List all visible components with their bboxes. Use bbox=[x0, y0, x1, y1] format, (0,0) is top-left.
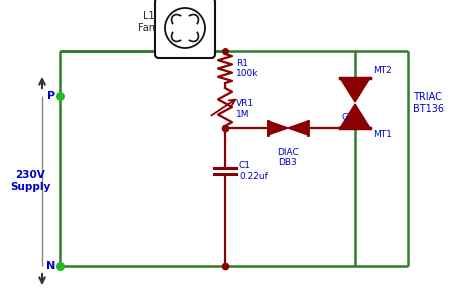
Text: P: P bbox=[47, 91, 55, 101]
Text: MT2: MT2 bbox=[373, 66, 392, 75]
Text: MT1: MT1 bbox=[373, 130, 392, 139]
Text: DIAC
DB3: DIAC DB3 bbox=[277, 148, 299, 168]
Text: VR1
1M: VR1 1M bbox=[236, 99, 254, 119]
Text: TRIAC
BT136: TRIAC BT136 bbox=[413, 92, 444, 114]
Text: L1
Fan: L1 Fan bbox=[138, 11, 155, 33]
Polygon shape bbox=[288, 121, 308, 135]
Text: N: N bbox=[46, 261, 55, 271]
Polygon shape bbox=[340, 78, 370, 102]
Text: G: G bbox=[342, 113, 349, 122]
Text: C1
0.22uf: C1 0.22uf bbox=[239, 161, 268, 181]
Text: R1
100k: R1 100k bbox=[236, 59, 258, 78]
FancyBboxPatch shape bbox=[155, 0, 215, 58]
Polygon shape bbox=[340, 104, 370, 128]
Polygon shape bbox=[268, 121, 288, 135]
Text: 230V
Supply: 230V Supply bbox=[10, 170, 50, 192]
